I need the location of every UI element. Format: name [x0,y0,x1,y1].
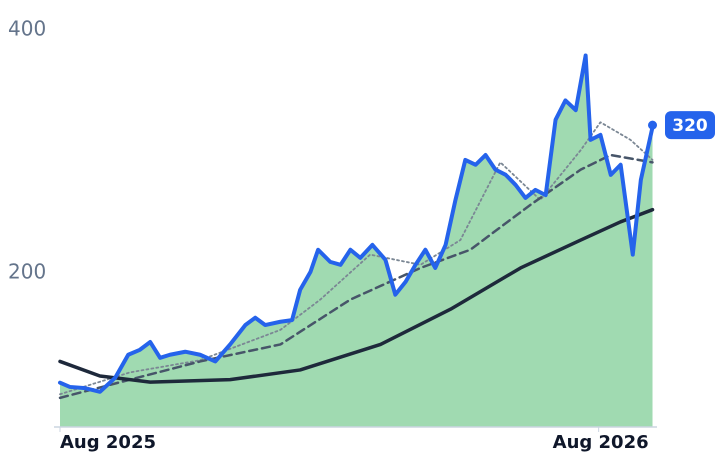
y-tick-label: 200 [8,259,46,283]
series-line [58,53,655,394]
x-tick-label: Aug 2025 [60,432,156,453]
series-line [58,207,655,384]
value-badge-label: 320 [672,116,708,136]
y-tick-label: 400 [8,17,46,41]
last-point [648,120,658,130]
series-line [58,153,654,400]
price-area [60,55,653,427]
value-badge [665,111,715,140]
x-tick-label: Aug 2026 [553,432,649,453]
